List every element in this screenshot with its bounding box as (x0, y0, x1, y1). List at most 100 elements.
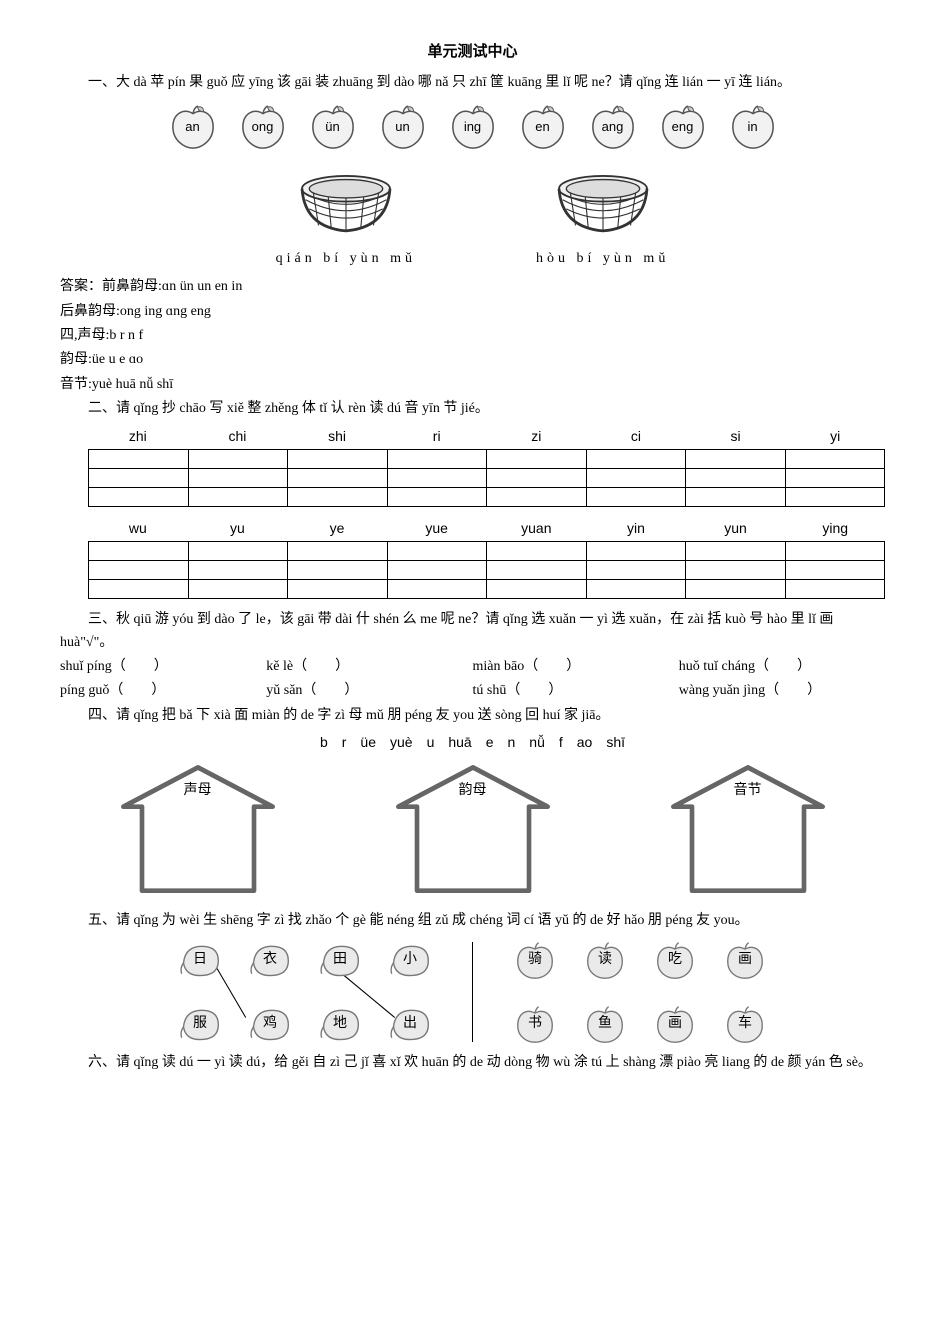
q4-letters: b r üe yuè u huā e n nǚ f ao shī (60, 731, 885, 753)
syllable-header: yue (387, 517, 487, 539)
leaf-item: 服 (178, 1004, 222, 1044)
apple-item: in (729, 104, 777, 150)
answer-line: 后鼻韵母:ong ing ɑng eng (60, 301, 885, 323)
apple-item: 骑 (513, 940, 557, 980)
apple-item: 鱼 (583, 1004, 627, 1044)
syllable-header: yin (586, 517, 686, 539)
char-label: 骑 (528, 949, 542, 971)
q3-item: huǒ tuǐ cháng（ ） (679, 656, 885, 678)
apple-item: 书 (513, 1004, 557, 1044)
syllable-header: ri (387, 425, 487, 447)
apple-row: an ong ün un ing en ang eng in (60, 104, 885, 150)
leaf-item: 鸡 (248, 1004, 292, 1044)
basket-left-label: qián bí yùn mǔ (276, 248, 416, 270)
leaf-item: 地 (318, 1004, 362, 1044)
leaf-item: 小 (388, 940, 432, 980)
apple-item: an (169, 104, 217, 150)
leaf-item: 衣 (248, 940, 292, 980)
q4-prompt: 四、请 qǐng 把 bǎ 下 xià 面 miàn 的 de 字 zì 母 m… (60, 705, 885, 727)
q3-item: yǔ sǎn（ ） (266, 680, 472, 702)
house-label: 音节 (653, 780, 843, 802)
q3-item: píng guǒ（ ） (60, 680, 266, 702)
house-label: 韵母 (378, 780, 568, 802)
char-label: 吃 (668, 949, 682, 971)
char-label: 车 (738, 1013, 752, 1035)
leaf-item: 出 (388, 1004, 432, 1044)
leaf-item: 田 (318, 940, 362, 980)
apple-item: 车 (723, 1004, 767, 1044)
answer-block: 答案：前鼻韵母:ɑn ün un en in 后鼻韵母:ong ing ɑng … (60, 276, 885, 396)
syllable-header: yi (785, 425, 885, 447)
syllable-header: si (686, 425, 786, 447)
q6-prompt: 六、请 qǐng 读 dú 一 yì 读 dú，给 gěi 自 zì 己 jǐ … (60, 1052, 885, 1074)
apple-label: an (185, 117, 199, 138)
basket-left: qián bí yùn mǔ (276, 170, 416, 270)
answer-line: 音节:yuè huā nǚ shī (60, 374, 885, 396)
char-label: 衣 (263, 949, 277, 971)
syllable-header: shi (287, 425, 387, 447)
syllable-header: yun (686, 517, 786, 539)
match-row: 日 衣 田 小 服 鸡 地 出 骑 读 吃 画 书 鱼 (60, 940, 885, 1044)
apple-item: un (379, 104, 427, 150)
syllable-header: ci (586, 425, 686, 447)
apple-item: en (519, 104, 567, 150)
apple-label: in (747, 117, 757, 138)
basket-row: qián bí yùn mǔ hòu bí yùn mǔ (60, 170, 885, 270)
char-label: 出 (403, 1013, 417, 1035)
q5-prompt: 五、请 qǐng 为 wèi 生 shēng 字 zì 找 zhǎo 个 gè … (60, 910, 885, 932)
match-left: 日 衣 田 小 服 鸡 地 出 (178, 940, 432, 1044)
apple-item: 画 (723, 940, 767, 980)
char-label: 鸡 (263, 1013, 277, 1035)
basket-right: hòu bí yùn mǔ (536, 170, 669, 270)
q3-item: wàng yuǎn jìng（ ） (679, 680, 885, 702)
syllable-block-1: zhichishirizicisiyi (60, 425, 885, 507)
answer-line: 韵母:üe u e ɑo (60, 349, 885, 371)
char-label: 书 (528, 1013, 542, 1035)
apple-item: ang (589, 104, 637, 150)
answer-line: 四,声母:b r n f (60, 325, 885, 347)
q2-prompt: 二、请 qǐng 抄 chāo 写 xiě 整 zhěng 体 tǐ 认 rèn… (60, 398, 885, 420)
syllable-header: ye (287, 517, 387, 539)
syllable-header: zi (487, 425, 587, 447)
q3-row: shuǐ píng（ ）kě lè（ ）miàn bāo（ ）huǒ tuǐ c… (60, 656, 885, 678)
char-label: 读 (598, 949, 612, 971)
basket-right-label: hòu bí yùn mǔ (536, 248, 669, 270)
q3-item: kě lè（ ） (266, 656, 472, 678)
answer-line: 答案：前鼻韵母:ɑn ün un en in (60, 276, 885, 298)
syllable-block-2: wuyuyeyueyuanyinyunying (60, 517, 885, 599)
house-label: 声母 (103, 780, 293, 802)
divider (472, 942, 473, 1042)
q3-item: shuǐ píng（ ） (60, 656, 266, 678)
char-label: 画 (668, 1013, 682, 1035)
q3-row: píng guǒ（ ）yǔ sǎn（ ）tú shū（ ）wàng yuǎn j… (60, 680, 885, 702)
char-label: 服 (193, 1013, 207, 1035)
syllable-header: wu (88, 517, 188, 539)
syllable-header: yu (188, 517, 288, 539)
apple-item: 读 (583, 940, 627, 980)
apple-item: eng (659, 104, 707, 150)
char-label: 小 (403, 949, 417, 971)
q3-item: miàn bāo（ ） (473, 656, 679, 678)
q1-prompt: 一、大 dà 苹 pín 果 guǒ 应 yīng 该 gāi 装 zhuāng… (60, 72, 885, 94)
apple-item: ing (449, 104, 497, 150)
syllable-header: zhi (88, 425, 188, 447)
page-title: 单元测试中心 (60, 40, 885, 64)
syllable-header: yuan (487, 517, 587, 539)
char-label: 日 (193, 949, 207, 971)
char-label: 画 (738, 949, 752, 971)
apple-label: eng (672, 117, 694, 138)
char-label: 鱼 (598, 1013, 612, 1035)
apple-label: un (395, 117, 409, 138)
match-right: 骑 读 吃 画 书 鱼 画 车 (513, 940, 767, 1044)
q3-item: tú shū（ ） (473, 680, 679, 702)
apple-label: ong (252, 117, 274, 138)
house-row: 声母 韵母 音节 (60, 760, 885, 900)
q3-items: shuǐ píng（ ）kě lè（ ）miàn bāo（ ）huǒ tuǐ c… (60, 656, 885, 703)
apple-label: ing (464, 117, 481, 138)
apple-label: ün (325, 117, 339, 138)
char-label: 地 (333, 1013, 347, 1035)
house: 声母 (103, 760, 293, 900)
syllable-header: ying (785, 517, 885, 539)
syllable-header: chi (188, 425, 288, 447)
leaf-item: 日 (178, 940, 222, 980)
